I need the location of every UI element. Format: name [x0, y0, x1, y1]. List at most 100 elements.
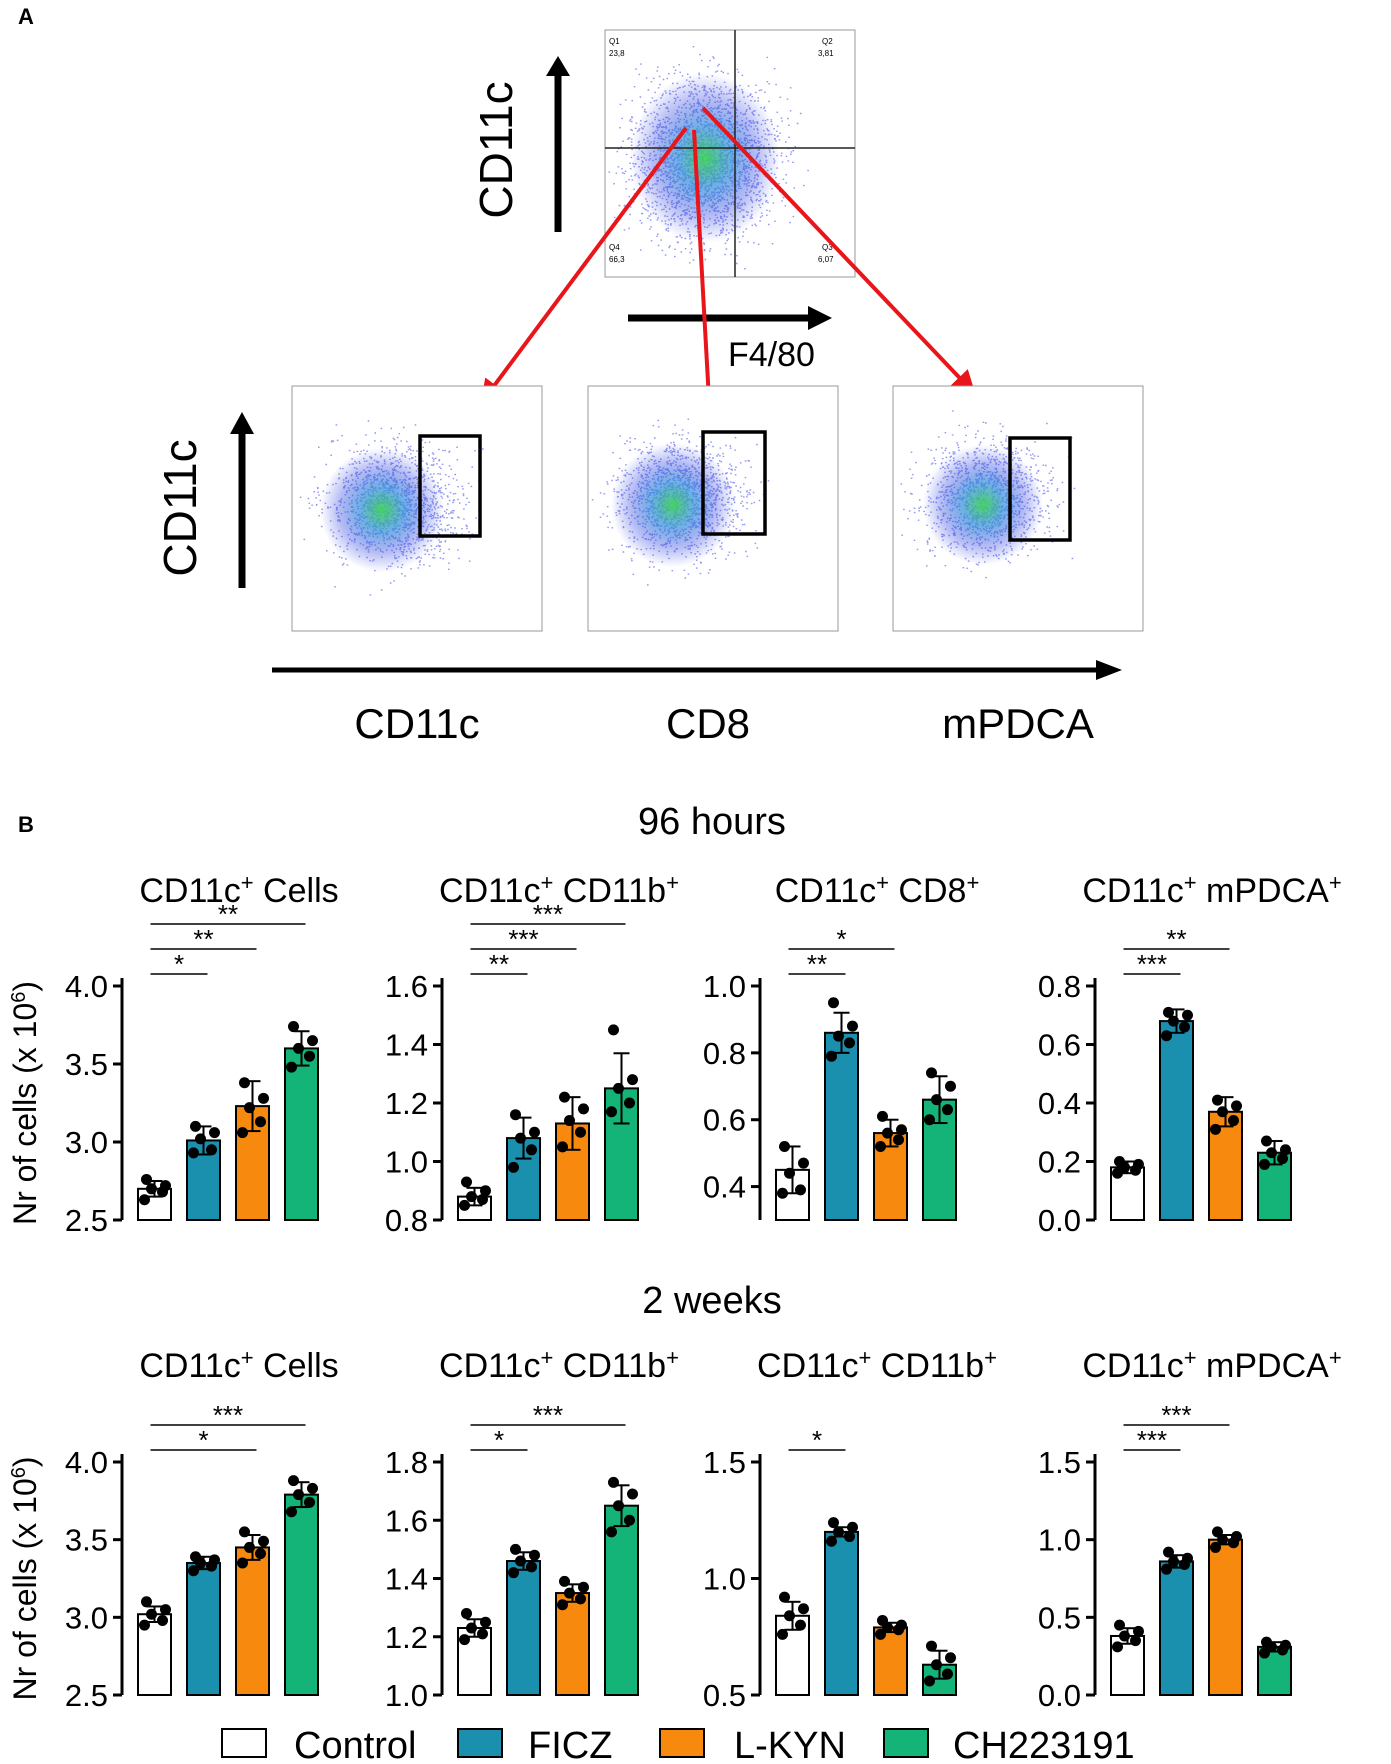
flow-bottom-x-arrowhead: [1096, 660, 1122, 680]
data-point: [1210, 1123, 1221, 1135]
significance-label: *: [494, 1425, 504, 1455]
data-point: [608, 1476, 619, 1488]
data-point: [146, 1608, 157, 1620]
data-point: [508, 1567, 519, 1579]
data-point: [1179, 1021, 1190, 1033]
data-point: [877, 1110, 888, 1122]
chart-title: CD11c+ CD11b+: [757, 1345, 997, 1386]
flow-plot-mpdca-density: [923, 445, 1043, 565]
gating-arrow-1: [480, 126, 688, 404]
flow-plot-cd8-density: [611, 443, 735, 567]
y-tick-label: 1.2: [385, 1086, 428, 1121]
significance-label: **: [807, 949, 827, 979]
chart-title-sup: +: [1184, 1345, 1197, 1370]
y-tick-label: 4.0: [65, 1445, 108, 1480]
y-tick-label: 0.0: [1038, 1203, 1081, 1238]
data-point: [209, 1554, 220, 1566]
data-point: [931, 1659, 942, 1671]
bar-ficz: [506, 1560, 541, 1697]
data-point: [926, 1067, 937, 1079]
data-point: [784, 1610, 795, 1622]
legend-label-control: Control: [294, 1725, 417, 1764]
data-point: [608, 1024, 619, 1036]
data-point: [1168, 1015, 1179, 1027]
chart-title-rest: CD8: [889, 872, 966, 910]
chart-0-1: CD11c+ CD11b+0.81.01.21.41.6********: [385, 870, 679, 1239]
data-point: [1280, 1639, 1291, 1651]
chart-1-0: CD11c+ Cells Nr of cells (x 106) 2.5 3.0 3.5…: [7, 1345, 339, 1714]
quadrant-q1-name: Q1: [609, 37, 620, 46]
bar-ficz: [824, 1530, 859, 1697]
data-point: [510, 1543, 521, 1555]
significance-label: ***: [1137, 1425, 1167, 1455]
significance-label: *: [836, 924, 846, 954]
y-tick-label: 3.0: [65, 1600, 108, 1635]
bar-charts: CD11c+ Cells Nr of cells (x 106) 2.5 3.0 3.5…: [7, 870, 1342, 1714]
y-tick-label: 1.5: [1038, 1445, 1081, 1480]
significance-label: *: [812, 1425, 822, 1455]
chart-title-sup: +: [858, 1345, 871, 1370]
flow-top-y-arrowhead: [546, 56, 570, 76]
significance-label: **: [218, 899, 238, 929]
chart-title-sup2: +: [984, 1345, 997, 1370]
flow-top-density: [630, 73, 780, 243]
significance-label: ***: [1137, 949, 1167, 979]
flow-bottom-plots: CD11c CD11c CD8 mPDCA: [154, 385, 1144, 747]
data-point: [288, 1021, 299, 1033]
data-point: [1163, 1006, 1174, 1018]
chart-title: CD11c+ Cells: [139, 870, 338, 911]
chart-title: CD11c+ mPDCA+: [1082, 870, 1341, 911]
chart-title: CD11c+ mPDCA+: [1082, 1345, 1341, 1386]
data-point: [255, 1548, 266, 1560]
y-tick-label: 0.5: [1038, 1600, 1081, 1635]
y-tick-label: 3.5: [65, 1523, 108, 1558]
row-title-96-hours: 96 hours: [638, 801, 786, 843]
chart-title-sup2: +: [1329, 1345, 1342, 1370]
data-point: [1231, 1100, 1242, 1112]
data-point: [1277, 1153, 1288, 1165]
data-point: [307, 1035, 318, 1047]
y-tick-label: 4.0: [65, 969, 108, 1004]
quadrant-q4-value: 66,3: [609, 255, 625, 264]
data-point: [1210, 1541, 1221, 1553]
data-point: [613, 1500, 624, 1512]
data-point: [293, 1489, 304, 1501]
data-point: [578, 1581, 589, 1593]
data-point: [931, 1094, 942, 1106]
chart-ylabel-end: ): [7, 981, 43, 992]
data-point: [559, 1091, 570, 1103]
quadrant-q3-name: Q3: [822, 243, 833, 252]
quadrant-q4-name: Q4: [609, 243, 620, 252]
legend-swatch-ch223191: [883, 1728, 929, 1758]
data-point: [141, 1173, 152, 1185]
bar-ficz: [1159, 1560, 1194, 1696]
data-point: [575, 1593, 586, 1605]
data-point: [515, 1555, 526, 1567]
significance-label: ***: [533, 1400, 563, 1430]
data-point: [146, 1183, 157, 1195]
data-point: [844, 1531, 855, 1543]
data-point: [557, 1141, 568, 1153]
significance-label: ***: [213, 1400, 243, 1430]
data-point: [557, 1599, 568, 1611]
chart-ylabel-sup: 6: [8, 992, 30, 1003]
chart-title-rest: mPDCA: [1197, 872, 1330, 910]
chart-title-sup: +: [540, 1345, 553, 1370]
data-point: [526, 1561, 537, 1573]
data-point: [777, 1628, 788, 1640]
quadrant-q3-value: 6,07: [818, 255, 834, 264]
chart-title: CD11c+ CD11b+: [439, 870, 679, 911]
flow-plot-cd8: [587, 385, 839, 632]
data-point: [258, 1535, 269, 1547]
data-point: [893, 1134, 904, 1146]
bar-ch223191: [284, 1047, 319, 1222]
flow-bottom-ylabel: CD11c: [154, 439, 206, 576]
data-point: [190, 1551, 201, 1563]
legend: Control FICZ L-KYN CH223191: [221, 1725, 1135, 1764]
data-point: [286, 1061, 297, 1073]
y-tick-label: 1.0: [385, 1678, 428, 1713]
data-point: [466, 1191, 477, 1203]
data-point: [1161, 1030, 1172, 1042]
data-point: [288, 1475, 299, 1487]
flow-plot-cd8-gate: [701, 430, 767, 536]
